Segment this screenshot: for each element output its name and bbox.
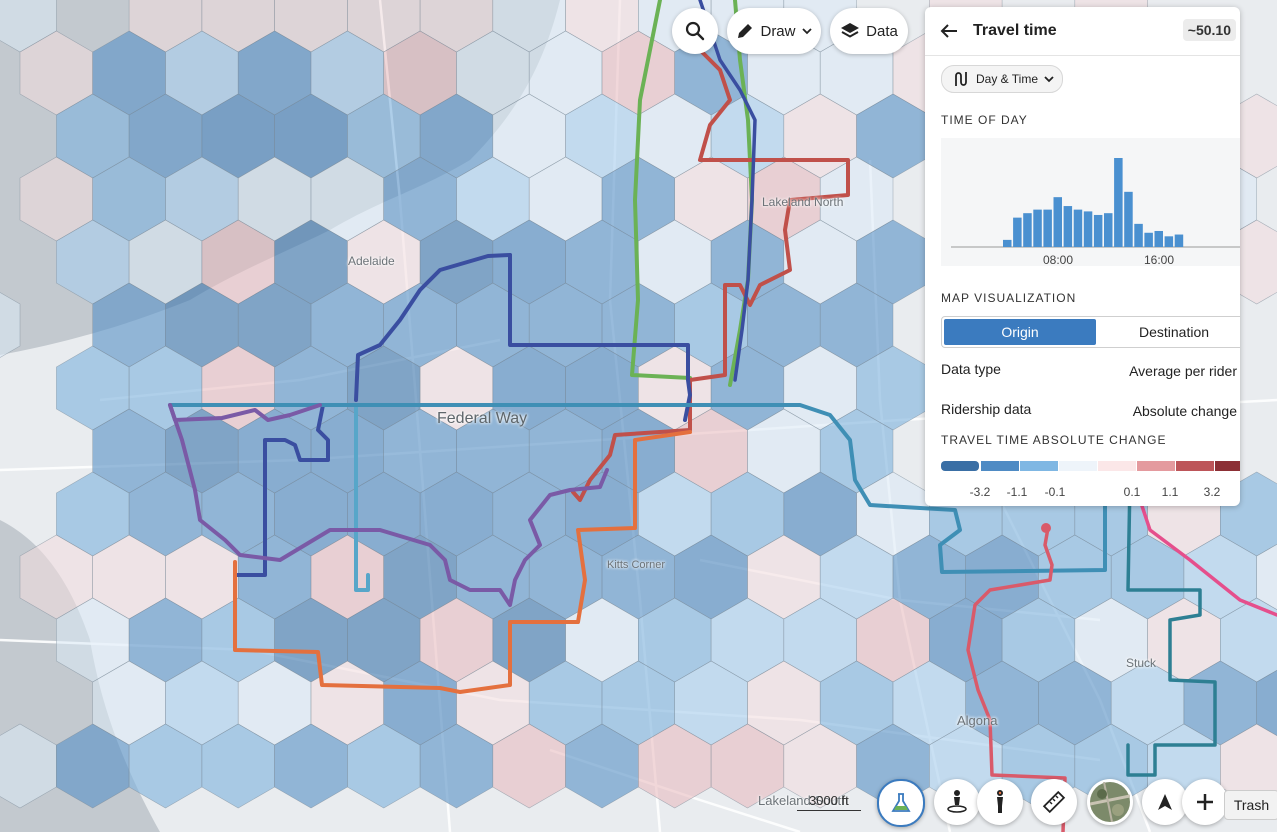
- scale-bar: 3000 ft: [797, 793, 861, 811]
- chevron-down-icon: [801, 28, 812, 35]
- ridership-data-row: Ridership data Absolute change: [941, 401, 1240, 419]
- route-lines: [168, 0, 1277, 832]
- legend-swatch: [981, 461, 1019, 471]
- legend-label-0: -3.2: [969, 485, 991, 499]
- satellite-thumbnail-icon: [1090, 782, 1130, 822]
- histogram-bar: [1104, 213, 1113, 247]
- legend-label-3: 0.1: [1123, 485, 1141, 499]
- place-label-lakeland-north: Lakeland North: [762, 195, 844, 209]
- histogram-bar: [1093, 214, 1103, 247]
- place-label-lakeland-south: Lakeland South: [758, 793, 849, 808]
- locate-button[interactable]: [1142, 779, 1188, 825]
- navigation-arrow-icon: [1158, 794, 1172, 810]
- route-terminus-marker: [1041, 523, 1051, 533]
- legend-swatch: [941, 461, 979, 471]
- histogram-bar: [1134, 223, 1143, 247]
- histogram-bar: [1003, 239, 1012, 247]
- travel-time-value-badge: ~50.10: [1182, 19, 1236, 41]
- scale-bar-label: 3000 ft: [797, 793, 861, 811]
- satellite-basemap-button[interactable]: [1087, 779, 1133, 825]
- histogram-bar: [1154, 230, 1163, 247]
- histogram-bar: [1174, 234, 1184, 247]
- panel-header: Travel time ~50.10: [925, 7, 1240, 56]
- place-label-stuck: Stuck: [1126, 656, 1157, 670]
- data-type-value: Average per rider: [1129, 363, 1237, 379]
- histogram-bar: [1164, 236, 1174, 247]
- day-time-chip[interactable]: Day & Time: [941, 65, 1064, 93]
- place-label-federal-way: Federal Way: [437, 410, 528, 427]
- histogram-bar: [1114, 158, 1123, 247]
- histogram-bar: [1033, 209, 1042, 247]
- draw-button-label: Draw: [760, 22, 796, 40]
- legend-swatch: [1176, 461, 1214, 471]
- place-label-adelaide: Adelaide: [348, 254, 395, 268]
- histogram-bar: [1053, 197, 1062, 247]
- legend-swatch: [1137, 461, 1175, 471]
- ridership-data-label: Ridership data: [941, 401, 1032, 417]
- panel-title: Travel time: [973, 22, 1057, 39]
- histogram-bar: [1043, 209, 1052, 247]
- histogram-bar: [1073, 209, 1083, 247]
- data-button[interactable]: Data: [830, 8, 908, 54]
- measure-button[interactable]: [1031, 779, 1077, 825]
- day-time-chip-label: Day & Time: [976, 72, 1039, 86]
- pencil-icon: [738, 24, 753, 38]
- data-type-row: Data type Average per rider: [941, 361, 1240, 379]
- legend-heading: TRAVEL TIME ABSOLUTE CHANGE: [941, 433, 1167, 447]
- zoom-in-button[interactable]: [1182, 779, 1228, 825]
- place-label-kitts-corner: Kitts Corner: [607, 559, 666, 571]
- histogram-bar: [1013, 217, 1022, 247]
- chevron-down-icon: [1044, 76, 1054, 83]
- draw-button[interactable]: Draw: [727, 8, 821, 54]
- destination-tab[interactable]: Destination: [1138, 324, 1210, 340]
- legend-swatch: [1098, 461, 1136, 471]
- time-of-day-heading: TIME OF DAY: [941, 113, 1028, 127]
- trash-button-label: Trash: [1233, 797, 1270, 813]
- histogram-bar: [1124, 191, 1133, 247]
- histogram-bar: [1083, 211, 1093, 247]
- histogram-bar: [1023, 213, 1032, 247]
- legend-label-1: -1.1: [1006, 485, 1028, 499]
- histogram-bar: [1063, 206, 1073, 247]
- experiment-button[interactable]: [877, 779, 925, 827]
- route-icon: [955, 72, 967, 86]
- legend-swatch: [1020, 461, 1058, 471]
- search-icon: [685, 21, 705, 41]
- origin-marker-button[interactable]: [934, 779, 980, 825]
- histogram-tick-label-0800: 08:00: [1043, 253, 1073, 266]
- layers-icon: [841, 23, 860, 38]
- plus-icon: [1197, 794, 1213, 810]
- ruler-icon: [1042, 790, 1066, 814]
- data-type-label: Data type: [941, 361, 1001, 377]
- search-button[interactable]: [672, 8, 718, 54]
- hex-cell[interactable]: [0, 283, 21, 367]
- legend-swatch: [1059, 461, 1097, 471]
- person-icon: [997, 790, 1003, 813]
- legend-label-5: 3.2: [1203, 485, 1221, 499]
- data-button-label: Data: [866, 22, 898, 40]
- data-type-dropdown[interactable]: Average per rider: [1129, 363, 1240, 379]
- back-arrow-icon[interactable]: [939, 21, 959, 41]
- time-of-day-histogram[interactable]: 08:00 16:00: [941, 138, 1240, 266]
- histogram-tick-label-1600: 16:00: [1144, 253, 1174, 266]
- map-visualization-heading: MAP VISUALIZATION: [941, 291, 1077, 305]
- legend-label-2: -0.1: [1044, 485, 1066, 499]
- legend-label-4: 1.1: [1161, 485, 1179, 499]
- destination-marker-button[interactable]: [977, 779, 1023, 825]
- trash-button[interactable]: Trash: [1224, 790, 1277, 820]
- color-legend: [941, 461, 1240, 471]
- origin-tab[interactable]: Origin: [944, 319, 1096, 345]
- origin-destination-toggle: Origin Destination: [941, 316, 1240, 348]
- place-label-algona: Algona: [957, 713, 998, 728]
- histogram-bar: [1144, 232, 1153, 247]
- travel-time-panel: Travel time ~50.10 Day & Time TIME OF DA…: [925, 7, 1240, 506]
- ridership-data-dropdown[interactable]: Absolute change: [1133, 403, 1240, 419]
- person-pin-icon: [947, 790, 967, 813]
- ridership-data-value: Absolute change: [1132, 403, 1237, 419]
- flask-icon: [891, 793, 911, 812]
- legend-swatch: [1215, 461, 1240, 471]
